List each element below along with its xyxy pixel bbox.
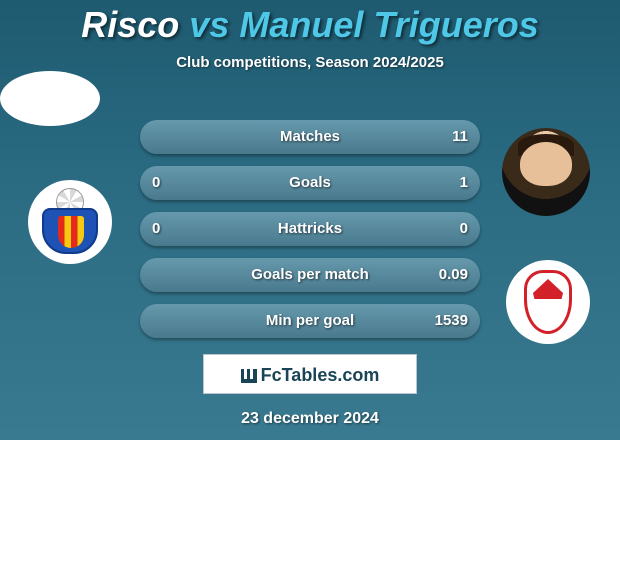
stat-label: Min per goal <box>140 304 480 338</box>
stat-row: 0 Hattricks 0 <box>140 212 480 246</box>
stat-right-value: 1 <box>460 166 468 200</box>
stats-bars: Matches 11 0 Goals 1 0 Hattricks 0 Goals… <box>140 120 480 350</box>
stat-row: Matches 11 <box>140 120 480 154</box>
stat-right-value: 0 <box>460 212 468 246</box>
player2-club-badge <box>506 260 590 344</box>
player2-avatar <box>502 128 590 216</box>
stat-row: Min per goal 1539 <box>140 304 480 338</box>
vs-label: vs <box>189 4 229 45</box>
stat-right-value: 0.09 <box>439 258 468 292</box>
branding-box[interactable]: FcTables.com <box>203 354 417 394</box>
chart-icon <box>241 369 257 383</box>
stat-label: Hattricks <box>140 212 480 246</box>
player2-name: Manuel Trigueros <box>239 4 538 45</box>
stat-row: Goals per match 0.09 <box>140 258 480 292</box>
stat-label: Goals <box>140 166 480 200</box>
player1-avatar <box>0 71 100 126</box>
stat-right-value: 11 <box>452 120 468 154</box>
comparison-title: Risco vs Manuel Trigueros <box>0 0 620 46</box>
comparison-card: Risco vs Manuel Trigueros Club competiti… <box>0 0 620 440</box>
stat-row: 0 Goals 1 <box>140 166 480 200</box>
badge-shield-icon <box>42 208 98 254</box>
player2-avatar-hair <box>518 134 574 156</box>
stat-right-value: 1539 <box>435 304 468 338</box>
subtitle: Club competitions, Season 2024/2025 <box>0 54 620 71</box>
branding-text: FcTables.com <box>261 365 380 385</box>
stat-label: Goals per match <box>140 258 480 292</box>
date-label: 23 december 2024 <box>0 410 620 428</box>
stat-label: Matches <box>140 120 480 154</box>
player1-club-badge <box>28 180 112 264</box>
badge-shield-icon <box>524 270 572 334</box>
player1-name: Risco <box>81 4 179 45</box>
